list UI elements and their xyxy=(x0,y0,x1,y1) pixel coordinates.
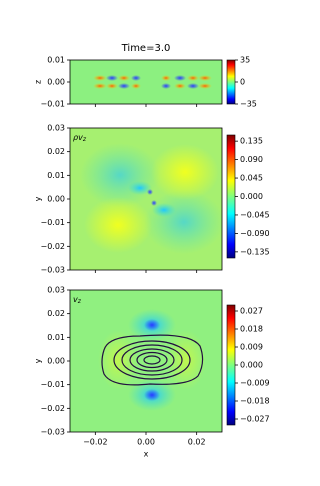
colorbar-tick-label: −0.090 xyxy=(240,229,270,238)
y-tick-label: 0.03 xyxy=(47,124,65,133)
y-tick-label: 0.01 xyxy=(47,56,65,65)
y-tick-label: 0.03 xyxy=(47,286,65,295)
y-tick-label: 0.01 xyxy=(47,333,65,342)
colorbar-tick-label: −0.135 xyxy=(240,247,270,256)
colorbar-tick-label: 35 xyxy=(240,56,250,65)
colorbar-tick-label: 0.090 xyxy=(240,155,263,164)
y-tick-label: −0.01 xyxy=(40,218,65,227)
y-tick-label: 0.02 xyxy=(47,147,65,156)
colorbar-tick-label: 0.045 xyxy=(240,174,263,183)
figure: Time=3.0 0.01 0.00 −0.01 z 35 0 −35 0.03 0.02 0.0… xyxy=(34,43,270,459)
y-tick-label: −0.03 xyxy=(40,428,65,437)
colorbar xyxy=(226,134,236,259)
y-tick-label: 0.01 xyxy=(47,171,65,180)
colorbar-tick-label: 0.000 xyxy=(240,192,263,201)
x-axis-label: x xyxy=(144,450,149,459)
annotation-sub: z xyxy=(77,298,82,305)
colorbar-tick-label: −0.027 xyxy=(240,415,270,424)
y-tick-label: −0.02 xyxy=(40,404,65,413)
colorbar-tick-label: 0.000 xyxy=(240,361,263,370)
figure-title: Time=3.0 xyxy=(121,43,171,54)
annotation-base: v xyxy=(73,295,78,304)
x-tick-label: 0.00 xyxy=(137,438,155,447)
colorbar-tick-label: −35 xyxy=(240,100,257,109)
colorbar xyxy=(226,59,236,105)
colorbar-tick-label: 0.018 xyxy=(240,325,263,334)
field-image xyxy=(70,290,222,432)
y-tick-label: −0.01 xyxy=(40,380,65,389)
panel-annotation: vz xyxy=(73,295,82,305)
panel-annotation: ρvz xyxy=(73,133,87,143)
field-image xyxy=(70,128,222,270)
annotation-base: ρv xyxy=(73,133,83,142)
y-tick-label: −0.01 xyxy=(40,100,65,109)
colorbar-tick-label: −0.009 xyxy=(240,379,270,388)
field-image xyxy=(70,60,222,104)
colorbar-tick-label: −0.018 xyxy=(240,397,270,406)
colorbar-tick-label: −0.045 xyxy=(240,210,270,219)
y-tick-label: 0.02 xyxy=(47,309,65,318)
y-tick-label: 0.00 xyxy=(47,195,65,204)
y-tick-label: −0.02 xyxy=(40,242,65,251)
colorbar-tick-label: 0.135 xyxy=(240,137,263,146)
y-tick-label: 0.00 xyxy=(47,78,65,87)
x-tick-label: 0.02 xyxy=(188,438,206,447)
y-tick-label: −0.03 xyxy=(40,266,65,275)
colorbar-tick-label: 0 xyxy=(240,78,245,87)
contours xyxy=(101,334,204,386)
y-axis-label: z xyxy=(34,80,43,84)
y-axis-label: y xyxy=(34,196,43,201)
colorbar xyxy=(226,304,236,426)
colorbar-tick-label: 0.027 xyxy=(240,307,263,316)
y-tick-label: 0.00 xyxy=(47,357,65,366)
annotation-sub: z xyxy=(82,136,87,143)
colorbar-tick-label: 0.009 xyxy=(240,343,263,352)
x-tick-label: −0.02 xyxy=(83,438,108,447)
y-axis-label: y xyxy=(34,358,43,363)
